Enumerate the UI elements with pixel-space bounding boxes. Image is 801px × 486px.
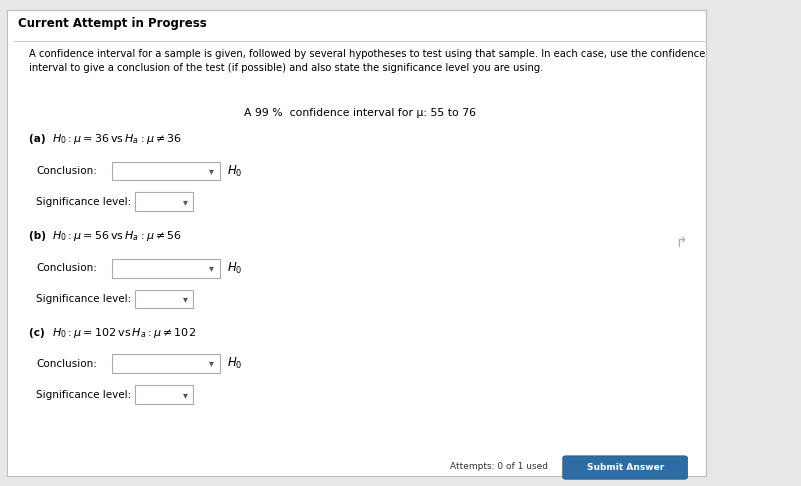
FancyBboxPatch shape xyxy=(135,290,193,308)
Text: Submit Answer: Submit Answer xyxy=(587,463,664,472)
FancyBboxPatch shape xyxy=(7,10,706,476)
Text: Conclusion:: Conclusion: xyxy=(36,263,97,273)
Text: ▾: ▾ xyxy=(209,359,214,368)
FancyBboxPatch shape xyxy=(135,192,193,211)
FancyBboxPatch shape xyxy=(111,259,219,278)
FancyBboxPatch shape xyxy=(111,162,219,180)
Text: $H_0$: $H_0$ xyxy=(227,260,243,276)
Text: $H_0$: $H_0$ xyxy=(227,356,243,371)
Text: $H_0: \mu = 36\,\mathrm{vs}\,H_a: \mu \neq 36$: $H_0: \mu = 36\,\mathrm{vs}\,H_a: \mu \n… xyxy=(52,132,182,145)
Text: ↱: ↱ xyxy=(675,236,686,250)
FancyBboxPatch shape xyxy=(563,456,687,479)
Text: ▾: ▾ xyxy=(183,294,187,304)
Text: ▾: ▾ xyxy=(209,263,214,273)
Text: A confidence interval for a sample is given, followed by several hypotheses to t: A confidence interval for a sample is gi… xyxy=(29,49,705,73)
Text: ▾: ▾ xyxy=(209,166,214,176)
Text: $H_0: \mu = 102\,\mathrm{vs}\,H_a: \mu \neq 102$: $H_0: \mu = 102\,\mathrm{vs}\,H_a: \mu \… xyxy=(52,326,196,340)
Text: A 99 %  confidence interval for μ: 55 to 76: A 99 % confidence interval for μ: 55 to … xyxy=(244,108,477,118)
FancyBboxPatch shape xyxy=(135,385,193,404)
Text: Significance level:: Significance level: xyxy=(36,390,131,399)
Text: Significance level:: Significance level: xyxy=(36,294,131,304)
Text: (b): (b) xyxy=(29,231,50,241)
Text: (c): (c) xyxy=(29,328,48,338)
Text: Conclusion:: Conclusion: xyxy=(36,166,97,176)
Text: ▾: ▾ xyxy=(183,197,187,207)
Text: Conclusion:: Conclusion: xyxy=(36,359,97,368)
FancyBboxPatch shape xyxy=(111,354,219,373)
Text: $H_0: \mu = 56\,\mathrm{vs}\,H_a: \mu \neq 56$: $H_0: \mu = 56\,\mathrm{vs}\,H_a: \mu \n… xyxy=(52,229,182,243)
Text: Current Attempt in Progress: Current Attempt in Progress xyxy=(18,17,207,30)
Text: Attempts: 0 of 1 used: Attempts: 0 of 1 used xyxy=(450,462,549,471)
Text: $H_0$: $H_0$ xyxy=(227,163,243,179)
Text: (a): (a) xyxy=(29,134,49,143)
Text: ▾: ▾ xyxy=(183,390,187,399)
Text: Significance level:: Significance level: xyxy=(36,197,131,207)
